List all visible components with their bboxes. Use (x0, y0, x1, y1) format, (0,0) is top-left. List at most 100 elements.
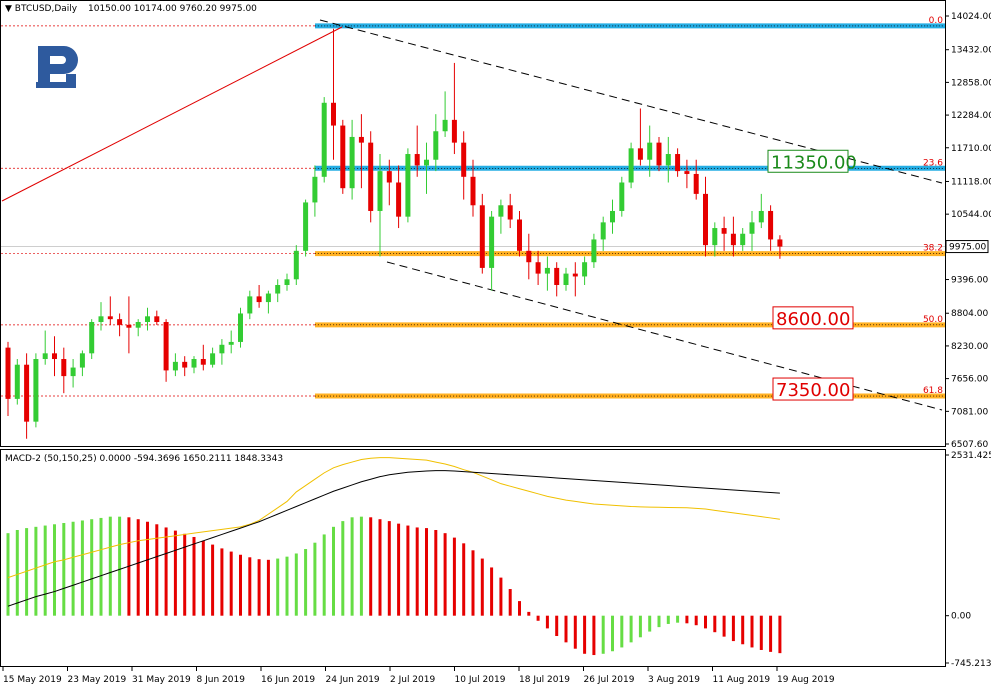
macd-histogram-bar (332, 526, 335, 616)
level-label-box (772, 377, 854, 401)
macd-histogram-bar (99, 517, 103, 616)
level-label-box (772, 306, 854, 330)
macd-histogram-bar (397, 523, 401, 616)
macd-histogram-bar (359, 516, 363, 616)
candle-body (777, 239, 783, 247)
candle-body (489, 216, 495, 268)
macd-histogram-bar (211, 544, 215, 616)
macd-histogram-bar (555, 615, 559, 637)
candle-body (61, 359, 67, 377)
date-tick-label: 2 Jul 2019 (390, 675, 435, 685)
macd-histogram-bar (713, 615, 717, 633)
date-tick-label: 31 May 2019 (132, 675, 191, 685)
macd-line (7, 470, 780, 607)
candle-body (154, 316, 160, 323)
candle-body (396, 182, 402, 217)
macd-histogram-bar (62, 523, 66, 616)
macd-histogram-bar (676, 615, 680, 623)
candle-body (749, 222, 755, 234)
macd-histogram-bar (90, 519, 94, 616)
fibo-label: 61.8 (923, 386, 943, 396)
date-axis: 15 May 2019 23 May 2019 31 May 2019 8 Jun 2… (2, 667, 835, 685)
fibo-trend-line (1, 26, 343, 202)
macd-histogram-bar (6, 533, 10, 616)
channel-lower-line (386, 261, 943, 411)
candle-body (117, 319, 123, 325)
chart-header-symbol: ▼ BTCUSD,Daily (5, 4, 78, 14)
candle-body (740, 233, 746, 246)
macd-histogram-bar (248, 557, 252, 616)
macd-histogram-bar (638, 615, 642, 638)
price-tick-label: 7656.00 (951, 375, 988, 385)
price-tick-label: 14024.00 (951, 12, 991, 22)
candle-body (284, 279, 290, 285)
candle-body (526, 250, 532, 263)
macd-histogram-bar (155, 524, 159, 616)
candle-body (145, 316, 150, 323)
macd-histogram-bar (666, 615, 670, 624)
date-tick-label: 8 Jun 2019 (197, 675, 246, 685)
macd-histogram-bar (201, 540, 205, 616)
macd-tick-label: 0.00 (951, 612, 971, 622)
candle-body (554, 267, 560, 285)
candle-body (228, 341, 234, 345)
macd-histogram-bar (564, 615, 568, 643)
candle-body (210, 353, 216, 365)
macd-histogram-bar (266, 559, 270, 616)
macd-histogram-bar (378, 519, 382, 616)
candle-body (610, 210, 615, 223)
candle-body (582, 262, 588, 277)
candle-body (52, 353, 57, 360)
price-tick-label: 11118.00 (951, 177, 991, 187)
fibo-label: 0.0 (929, 16, 944, 26)
candle-body (98, 316, 104, 323)
date-tick-label: 16 Jun 2019 (261, 675, 315, 685)
candle-body (331, 102, 336, 126)
level-label-box (767, 149, 849, 173)
macd-histogram-bar (573, 615, 577, 649)
price-tick-label: 10544.00 (951, 210, 991, 220)
macd-histogram-bar (15, 529, 19, 616)
macd-histogram-bar (53, 524, 56, 616)
macd-tick-label: 2531.4254 (951, 451, 991, 461)
macd-histogram-bar (322, 534, 326, 616)
level-label: 8600.00 (776, 309, 850, 330)
macd-histogram-bar (164, 527, 168, 616)
macd-histogram-bar (80, 520, 84, 616)
date-tick-label: 10 Jul 2019 (455, 675, 506, 685)
candle-body (5, 347, 11, 399)
candle-body (70, 367, 76, 377)
macd-histogram-bar (741, 615, 745, 645)
macd-histogram-bar (434, 529, 438, 616)
macd-signal-line (7, 457, 780, 579)
price-tick-label: 7081.00 (951, 407, 988, 417)
candle-body (768, 210, 774, 240)
candle-body (191, 359, 197, 368)
date-tick-label: 18 Jul 2019 (519, 675, 570, 685)
macd-histogram-bar (462, 543, 466, 616)
macd-panel (0, 449, 946, 667)
candle-body (517, 219, 522, 251)
macd-header: MACD-2 (50,150,25) 0.0000 -594.3696 1650… (5, 454, 283, 464)
date-tick-label: 24 Jun 2019 (326, 675, 380, 685)
candle-body (647, 142, 653, 160)
macd-histogram-bar (313, 542, 317, 616)
macd-histogram-bar (731, 615, 735, 642)
level-labels: 0.0 23.6 38.2 50.0 61.8 11350.00 8600.00 7350.0… (767, 16, 944, 401)
candle-body (433, 131, 439, 160)
date-tick-label: 19 Aug 2019 (777, 675, 835, 685)
candle-body (386, 171, 392, 183)
candle-body (163, 322, 169, 371)
macd-histogram-bar (239, 554, 242, 616)
macd-histogram-bar (443, 533, 447, 616)
macd-histogram-bar (471, 550, 475, 616)
price-tick-label: 11710.00 (951, 144, 991, 154)
candle-body (247, 296, 253, 314)
price-tick-label: 13432.00 (951, 46, 991, 56)
candle-body (126, 324, 132, 328)
level-label: 11350.00 (771, 152, 857, 173)
candle-body (358, 136, 364, 143)
candle-body (312, 176, 318, 203)
candle-body (275, 284, 281, 294)
macd-histogram-bar (350, 517, 354, 616)
